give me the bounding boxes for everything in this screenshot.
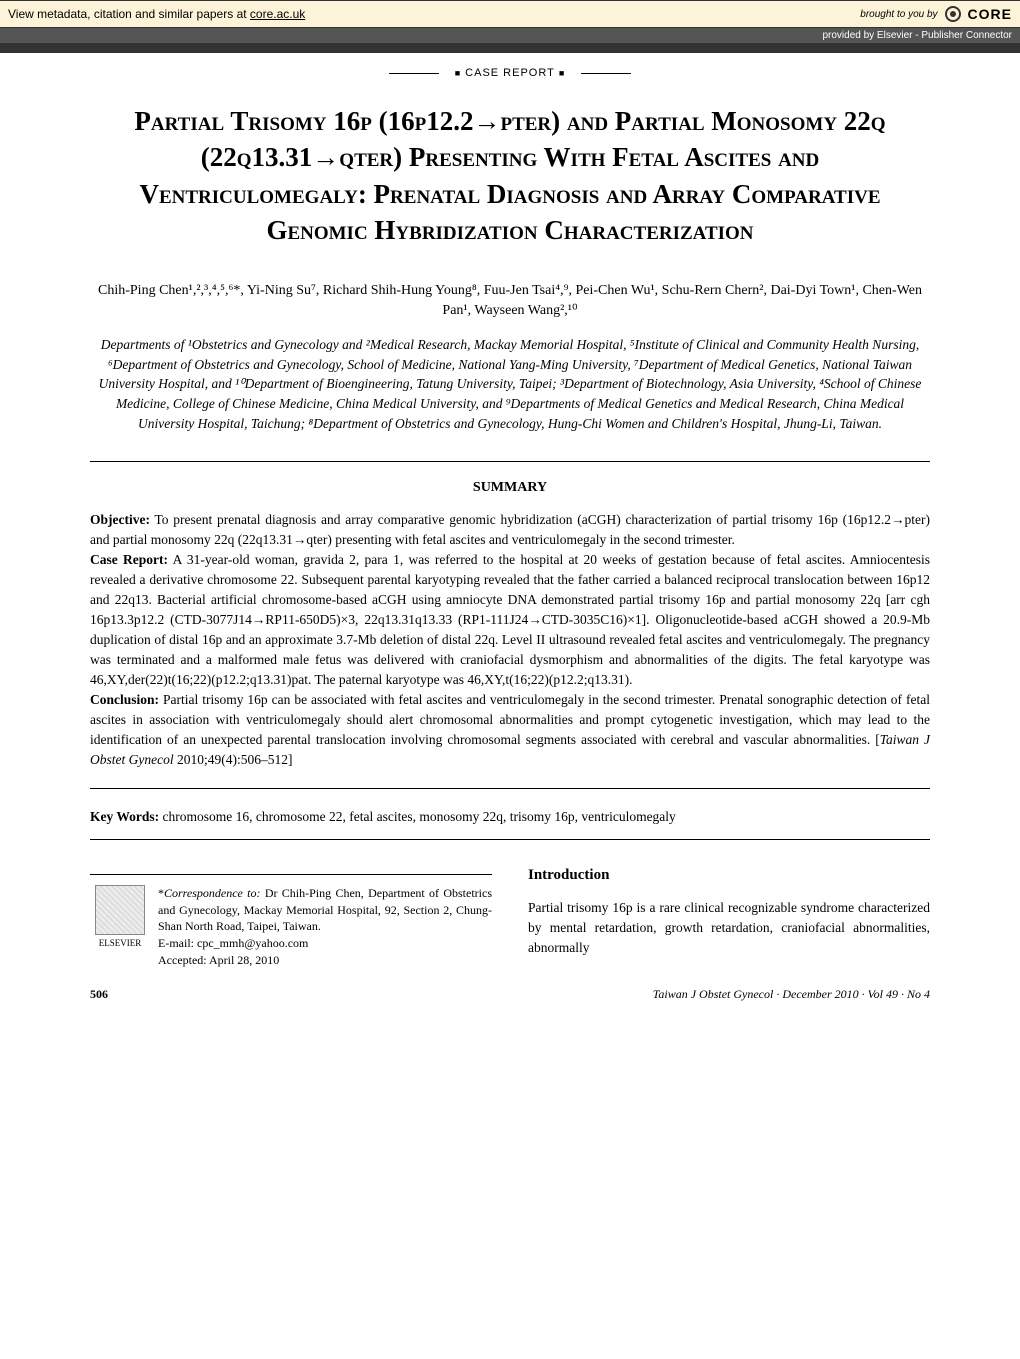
- page-content: CASE REPORT Partial Trisomy 16p (16p12.2…: [0, 67, 1020, 969]
- case-label: Case Report:: [90, 552, 168, 567]
- elsevier-logo: ELSEVIER: [90, 885, 150, 969]
- corr-label: Correspondence to:: [164, 886, 261, 900]
- two-column-region: ELSEVIER *Correspondence to: Dr Chih-Pin…: [90, 864, 930, 969]
- affiliations: Departments of ¹Obstetrics and Gynecolog…: [90, 335, 930, 433]
- correspondence-rule: [90, 874, 492, 875]
- case-report-label: CASE REPORT: [90, 67, 930, 79]
- introduction-body: Partial trisomy 16p is a rare clinical r…: [528, 898, 930, 958]
- page-footer: 506 Taiwan J Obstet Gynecol · December 2…: [0, 969, 1020, 1020]
- correspondence-text: *Correspondence to: Dr Chih-Ping Chen, D…: [158, 885, 492, 969]
- email-value: cpc_mmh@yahoo.com: [197, 936, 308, 950]
- conclusion-text: Partial trisomy 16p can be associated wi…: [90, 692, 930, 747]
- core-badge: brought to you by CORE: [860, 5, 1012, 23]
- citation-rest: 2010;49(4):506–512]: [174, 752, 293, 767]
- elsevier-text: ELSEVIER: [99, 938, 142, 948]
- core-logo-text: CORE: [968, 6, 1012, 22]
- conclusion-label: Conclusion:: [90, 692, 159, 707]
- summary-body: Objective: To present prenatal diagnosis…: [90, 510, 930, 770]
- provided-row: provided by Elsevier - Publisher Connect…: [0, 28, 1020, 43]
- authors-list: Chih-Ping Chen¹,²,³,⁴,⁵,⁶*, Yi-Ning Su⁷,…: [90, 281, 930, 322]
- separator-bar: [0, 43, 1020, 53]
- summary-heading: SUMMARY: [90, 480, 930, 496]
- journal-footer: Taiwan J Obstet Gynecol · December 2010 …: [653, 987, 930, 1002]
- objective-label: Objective:: [90, 512, 150, 527]
- accepted-date: Accepted: April 28, 2010: [158, 953, 279, 967]
- right-column: Introduction Partial trisomy 16p is a ra…: [528, 864, 930, 969]
- introduction-heading: Introduction: [528, 864, 930, 886]
- objective-text: To present prenatal diagnosis and array …: [90, 512, 930, 547]
- left-column: ELSEVIER *Correspondence to: Dr Chih-Pin…: [90, 864, 492, 969]
- case-report-text: CASE REPORT: [451, 67, 570, 79]
- provided-text: provided by Elsevier - Publisher Connect…: [822, 30, 1012, 41]
- keywords-row: Key Words: chromosome 16, chromosome 22,…: [90, 809, 930, 840]
- summary-block: SUMMARY Objective: To present prenatal d…: [90, 461, 930, 789]
- banner-left: View metadata, citation and similar pape…: [8, 7, 305, 21]
- keywords-label: Key Words:: [90, 809, 159, 824]
- core-icon: [944, 5, 962, 23]
- email-label: E-mail:: [158, 936, 197, 950]
- case-text: A 31-year-old woman, gravida 2, para 1, …: [90, 552, 930, 687]
- metadata-banner: View metadata, citation and similar pape…: [0, 0, 1020, 28]
- keywords-text: chromosome 16, chromosome 22, fetal asci…: [159, 809, 676, 824]
- correspondence-block: ELSEVIER *Correspondence to: Dr Chih-Pin…: [90, 885, 492, 969]
- brought-by-text: brought to you by: [860, 9, 937, 20]
- page-number: 506: [90, 987, 108, 1002]
- banner-left-text: View metadata, citation and similar pape…: [8, 7, 250, 21]
- core-link[interactable]: core.ac.uk: [250, 7, 305, 21]
- elsevier-tree-icon: [95, 885, 145, 935]
- article-title: Partial Trisomy 16p (16p12.2→pter) and P…: [90, 103, 930, 249]
